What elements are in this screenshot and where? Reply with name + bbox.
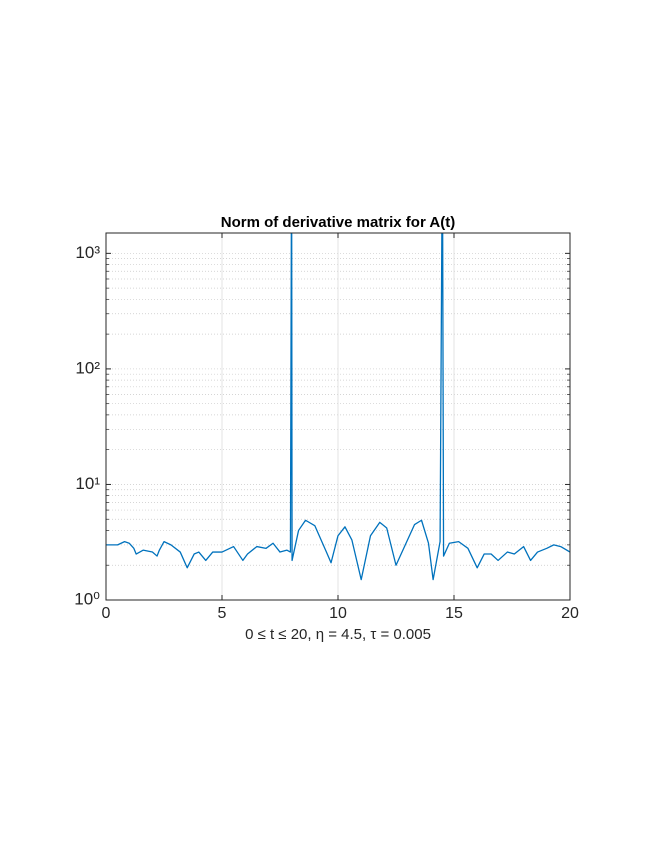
plot-layer: [106, 233, 570, 581]
x-tick-label: 20: [561, 605, 579, 622]
data-line: [106, 233, 570, 581]
x-tick-label: 5: [218, 605, 227, 622]
y-tick-label: 10⁰: [74, 589, 100, 608]
x-axis-label: 0 ≤ t ≤ 20, η = 4.5, τ = 0.005: [245, 626, 431, 643]
axes-box: [105, 232, 571, 601]
x-tick-label: 0: [102, 605, 111, 622]
y-tick-label: 10²: [75, 358, 100, 377]
x-tick-label: 10: [329, 605, 347, 622]
y-tick-label: 10³: [75, 243, 100, 262]
x-tick-label: 15: [445, 605, 463, 622]
y-tick-label: 10¹: [75, 474, 100, 493]
chart-title: Norm of derivative matrix for A(t): [221, 214, 456, 231]
